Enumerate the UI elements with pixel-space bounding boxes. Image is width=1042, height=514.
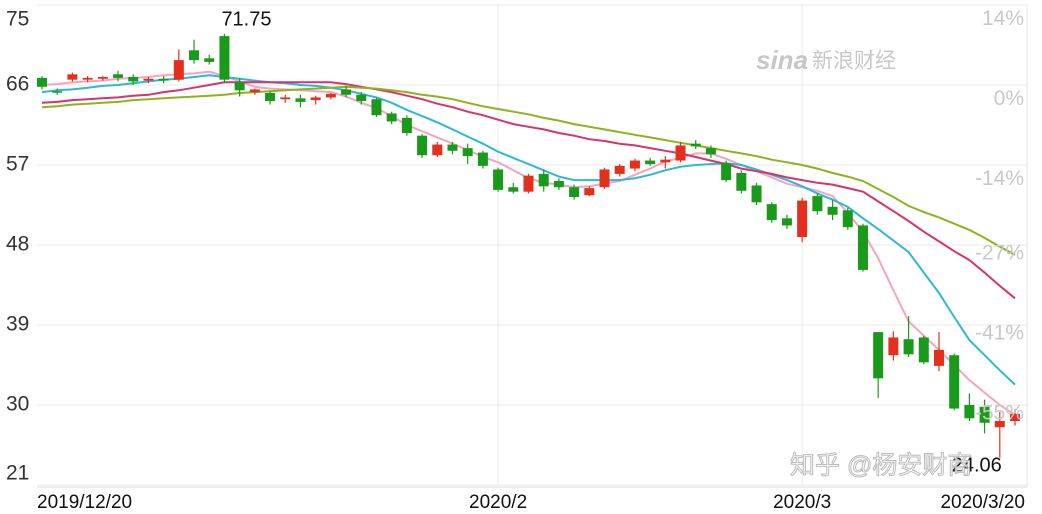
candle-body — [462, 148, 473, 157]
candle-body — [827, 206, 838, 215]
candle-body — [310, 97, 321, 101]
candle-body — [812, 196, 823, 212]
y2-tick-label: -55% — [975, 402, 1024, 425]
candle-body — [325, 93, 336, 98]
ma-line — [41, 74, 1016, 386]
candle-body — [660, 159, 671, 163]
watermark: 新浪财经 — [812, 50, 896, 73]
candle-body — [52, 91, 63, 93]
candle-body — [432, 144, 443, 156]
candle-body — [964, 405, 975, 419]
y-tick-label: 21 — [6, 462, 29, 485]
candle-body — [295, 98, 306, 102]
y2-tick-label: -41% — [975, 322, 1024, 345]
candle-body — [280, 97, 291, 100]
moving-averages — [41, 70, 1016, 416]
candle-body — [949, 355, 960, 409]
candle-body — [538, 173, 549, 187]
candle-body — [933, 349, 944, 366]
candle-body — [979, 406, 990, 423]
y-tick-label: 57 — [6, 153, 29, 176]
candle-body — [584, 188, 595, 196]
sina-watermark: sina 新浪财经 — [756, 45, 896, 75]
candle-body — [143, 78, 154, 81]
candle-body — [888, 337, 899, 356]
candle-body — [873, 332, 884, 379]
y-tick-label: 66 — [6, 73, 29, 96]
candle-body — [97, 77, 108, 79]
candle-body — [447, 144, 458, 151]
candle-body — [477, 152, 488, 166]
x-tick-label: 2019/12/20 — [37, 492, 132, 513]
candle-body — [705, 148, 716, 155]
candle-body — [797, 200, 808, 237]
candle-body — [857, 225, 868, 270]
candles — [37, 33, 1020, 458]
candle-body — [842, 210, 853, 228]
candle-body — [356, 94, 367, 101]
candle-body — [690, 143, 701, 147]
x-tick-label: 2020/3/20 — [940, 492, 1025, 513]
candle-body — [721, 163, 732, 181]
watermark: 知乎 @杨安财商 — [790, 452, 972, 480]
y2-tick-label: 14% — [982, 7, 1024, 30]
y2-tick-label: -27% — [975, 241, 1024, 264]
candle-body — [903, 339, 914, 355]
candle-body — [523, 175, 534, 192]
y-tick-label: 75 — [6, 8, 29, 31]
y2-tick-label: -14% — [975, 167, 1024, 190]
candle-body — [751, 185, 762, 203]
candle-body — [371, 99, 382, 116]
y-tick-label: 39 — [6, 313, 29, 336]
candle-body — [401, 117, 412, 133]
candle-body — [113, 74, 124, 78]
candle-body — [234, 82, 245, 91]
watermark: sina — [756, 45, 808, 75]
y-tick-label: 48 — [6, 233, 29, 256]
candle-body — [766, 204, 777, 221]
ma-line — [41, 81, 1016, 300]
candle-body — [341, 89, 352, 95]
candle-body — [204, 58, 215, 62]
candle-body — [918, 337, 929, 363]
candle-body — [629, 160, 640, 169]
candle-body — [553, 181, 564, 188]
x-tick-label: 2020/3 — [773, 492, 831, 513]
low-label: 24.06 — [952, 454, 1002, 476]
candle-body — [189, 50, 200, 61]
y-tick-label: 30 — [6, 393, 29, 416]
candle-body — [569, 187, 580, 197]
candle-body — [645, 160, 656, 165]
candle-body — [173, 60, 184, 80]
candle-body — [614, 165, 625, 174]
candle-body — [781, 218, 792, 226]
labels: 75 66 57 48 39 30 21 14% 0% -14% -27% -41% -55% 2019/… — [6, 7, 1025, 513]
candle-body — [599, 169, 610, 188]
x-tick-label: 2020/2 — [469, 492, 527, 513]
ma-line — [41, 85, 1016, 256]
candle-body — [1010, 413, 1020, 421]
candle-body — [128, 77, 139, 82]
candle-body — [249, 89, 260, 93]
candle-body — [493, 169, 504, 190]
candle-body — [37, 77, 47, 87]
candle-body — [219, 36, 230, 80]
candle-body — [265, 93, 276, 101]
candle-body — [82, 77, 93, 80]
y2-tick-label: 0% — [994, 87, 1024, 110]
candle-body — [67, 74, 78, 80]
candle-body — [508, 187, 519, 192]
candle-body — [158, 78, 169, 81]
candle-body — [417, 135, 428, 156]
candle-body — [675, 145, 686, 161]
candle-body — [386, 113, 397, 122]
candle-body — [736, 173, 747, 191]
candle-body — [994, 421, 1005, 428]
high-label: 71.75 — [221, 8, 271, 30]
